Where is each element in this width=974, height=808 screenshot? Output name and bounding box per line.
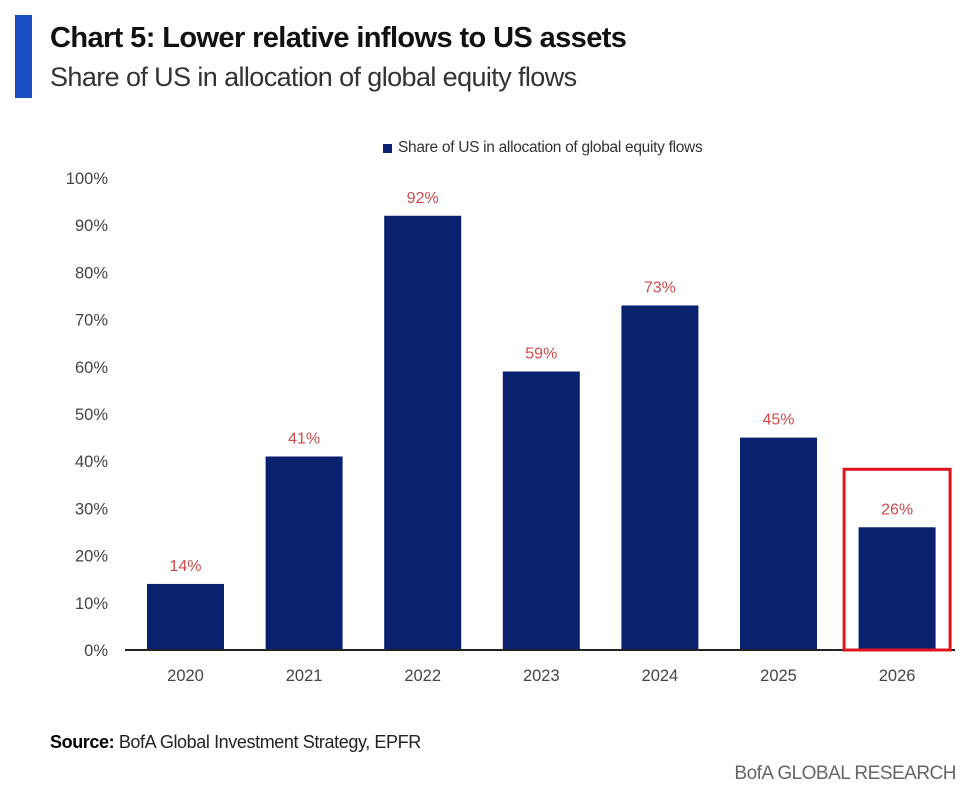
data-label: 45% [762,412,794,429]
bar-2024 [621,305,699,650]
y-tick-label: 90% [75,217,108,235]
bar-2023 [502,371,580,650]
legend-label: Share of US in allocation of global equi… [398,139,703,156]
bar-2021 [265,456,343,650]
legend-swatch [383,143,392,153]
x-tick-label: 2026 [879,667,916,685]
y-tick-label: 30% [75,500,108,518]
x-tick-label: 2024 [642,667,679,685]
x-tick-label: 2025 [760,667,797,685]
y-tick-label: 60% [75,359,108,377]
data-label: 73% [644,279,676,296]
data-label: 92% [407,190,439,207]
x-tick-label: 2020 [167,667,204,685]
y-tick-label: 40% [75,453,108,471]
data-label: 41% [288,430,320,447]
chart-subtitle: Share of US in allocation of global equi… [50,62,577,92]
bar-2022 [384,215,462,650]
bar-2026 [858,527,936,650]
data-label: 26% [881,501,913,518]
brand-footer: BofA GLOBAL RESEARCH [734,763,956,784]
data-label: 59% [525,346,557,363]
y-tick-label: 80% [75,264,108,282]
data-label: 14% [169,558,201,575]
source-text: BofA Global Investment Strategy, EPFR [114,732,421,752]
bar-2025 [740,437,817,650]
y-tick-label: 20% [75,548,108,566]
x-tick-label: 2023 [523,667,560,685]
y-tick-label: 70% [75,312,108,330]
source-note: Source: BofA Global Investment Strategy,… [50,732,421,753]
y-tick-label: 0% [84,642,108,660]
title-accent-bar [15,15,32,98]
y-tick-label: 100% [66,170,109,188]
y-tick-label: 10% [75,595,108,613]
x-tick-label: 2022 [404,667,441,685]
legend: Share of US in allocation of global equi… [383,139,703,157]
source-label: Source: [50,732,115,752]
highlight-box [842,467,952,652]
y-tick-label: 50% [75,406,108,424]
chart-title: Chart 5: Lower relative inflows to US as… [50,22,627,54]
x-tick-label: 2021 [286,667,323,685]
bar-2020 [147,583,224,650]
